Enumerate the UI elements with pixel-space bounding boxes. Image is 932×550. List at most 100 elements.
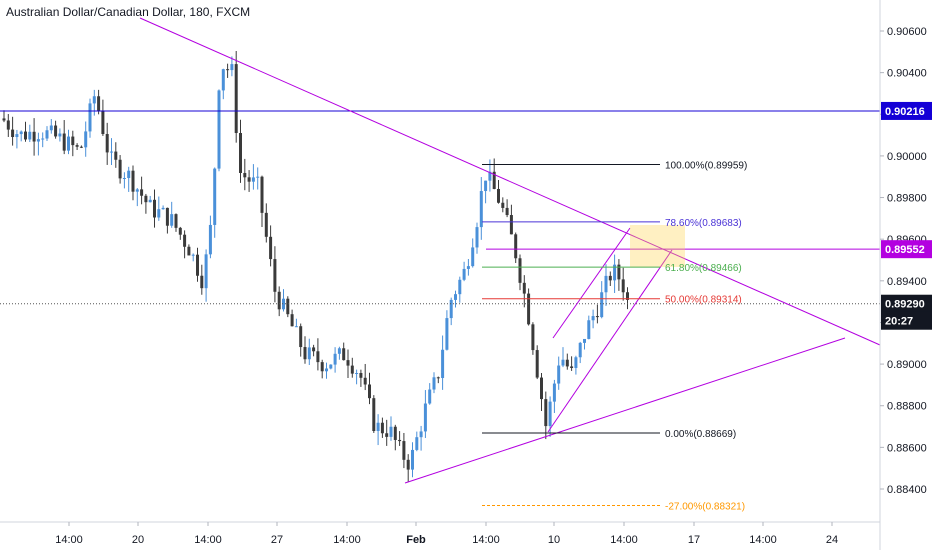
time-tick-label: 24	[826, 534, 838, 546]
candle-body	[385, 433, 389, 437]
fib-level-label: 78.60%(0.89683)	[665, 218, 742, 229]
candle-body	[578, 342, 582, 358]
time-tick-label: 14:00	[194, 534, 222, 546]
candle-body	[303, 347, 307, 360]
price-badge	[881, 240, 932, 259]
candle-body	[208, 224, 212, 255]
price-badge-label: 20:27	[885, 316, 913, 328]
time-tick-label: 10	[548, 534, 560, 546]
candle-body	[294, 326, 298, 328]
candle-body	[492, 171, 496, 189]
candle-body	[449, 299, 453, 319]
candle-body	[535, 350, 539, 378]
candle-body	[92, 96, 96, 104]
candle-body	[458, 279, 462, 295]
candle-body	[71, 136, 75, 146]
price-badge	[881, 294, 932, 313]
candle-body	[402, 441, 406, 460]
candle-body	[454, 294, 457, 300]
price-badge	[881, 101, 932, 120]
time-tick-label: 17	[688, 534, 700, 546]
candle-body	[608, 275, 612, 281]
fib-level-label: 61.80%(0.89466)	[665, 263, 742, 274]
candle-body	[153, 199, 156, 218]
candle-body	[191, 254, 195, 256]
price-badge-label: 0.90216	[885, 106, 925, 118]
price-badges: 0.90216 0.89552 0.89290 20:27	[881, 101, 932, 330]
candle-body	[518, 258, 522, 283]
candle-body	[540, 377, 543, 400]
candle-body	[101, 110, 105, 135]
candle-body	[522, 282, 526, 294]
candle-body	[178, 227, 182, 235]
candle-body	[398, 439, 402, 442]
time-tick-label: Feb	[406, 534, 426, 546]
candle-body	[105, 134, 109, 153]
candle-body	[204, 254, 208, 289]
candle-body	[260, 176, 264, 213]
candle-body	[282, 298, 285, 310]
time-axis: 14:00 20 14:00 27 14:00 Feb 14:00 10 14:00 17 14:0…	[0, 521, 880, 546]
candle-body	[325, 368, 328, 372]
candle-body	[411, 449, 414, 470]
price-tick-label: 0.89400	[887, 276, 927, 288]
candle-body	[135, 189, 139, 192]
chart-title: Australian Dollar/Canadian Dollar, 180, …	[6, 5, 251, 19]
candle-body	[531, 324, 535, 351]
candle-body	[333, 353, 337, 365]
descending-trendline	[139, 17, 881, 346]
candle-body	[462, 268, 466, 280]
candle-body	[75, 145, 79, 147]
candle-body	[514, 234, 518, 259]
candle-body	[118, 159, 122, 179]
candle-body	[389, 426, 393, 437]
candle-body	[131, 170, 135, 192]
fib-level-label: 50.00%(0.89314)	[665, 295, 742, 306]
candle-body	[127, 170, 131, 178]
candle-body	[548, 401, 552, 427]
candle-body	[355, 373, 359, 375]
candle-body	[54, 125, 58, 137]
candle-body	[269, 236, 273, 260]
price-tick-label: 0.90000	[887, 151, 927, 163]
price-axis: 0.906000.904000.902000.900000.898000.896…	[879, 0, 927, 550]
candle-body	[368, 384, 371, 399]
time-tick-label: 14:00	[610, 534, 638, 546]
candle-body	[110, 151, 113, 153]
candle-body	[428, 389, 432, 404]
candle-body	[264, 212, 268, 237]
candle-body	[36, 139, 40, 142]
fib-level-label: 100.00%(0.89959)	[665, 160, 747, 171]
candle-body	[316, 351, 320, 363]
candle-body	[45, 130, 49, 139]
time-tick-label: 20	[132, 534, 144, 546]
target-zone	[630, 225, 685, 267]
candle-body	[488, 171, 492, 181]
candle-body	[342, 348, 346, 361]
candle-body	[393, 426, 397, 440]
candle-body	[497, 188, 500, 203]
drawings	[0, 17, 881, 484]
candle-body	[273, 259, 277, 292]
candle-body	[376, 422, 380, 431]
candle-body	[574, 357, 578, 368]
candle-body	[114, 151, 118, 160]
candle-body	[372, 398, 376, 431]
candle-body	[423, 403, 427, 432]
candle-body	[88, 103, 92, 132]
candle-body	[49, 125, 53, 131]
candle-body	[183, 234, 187, 247]
ascending-trendline	[404, 337, 846, 484]
candle-body	[97, 96, 101, 111]
candle-body	[286, 298, 290, 315]
price-tick-label: 0.89000	[887, 359, 927, 371]
candle-body	[170, 214, 174, 226]
candle-body	[363, 377, 367, 385]
candle-body	[350, 365, 354, 374]
candles	[2, 50, 629, 482]
candle-body	[312, 347, 316, 352]
candle-body	[445, 318, 449, 350]
candle-body	[84, 131, 88, 148]
time-tick-label: 14:00	[749, 534, 777, 546]
